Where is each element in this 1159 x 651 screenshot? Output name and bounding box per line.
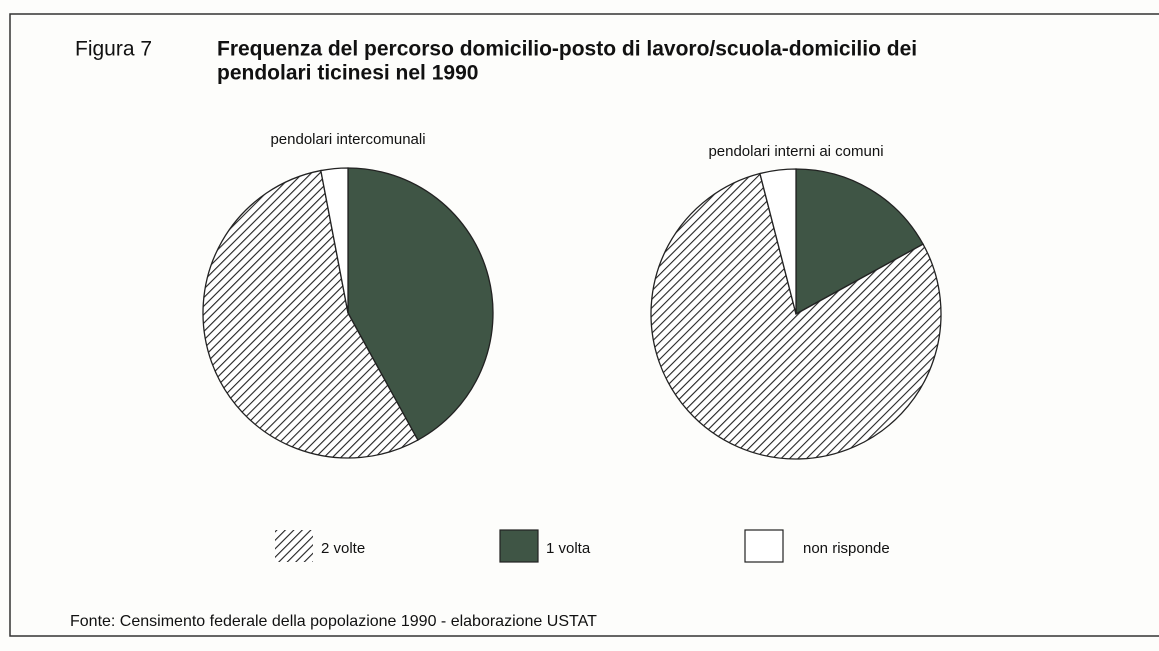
- pie-slice: [320, 167, 349, 314]
- pie-slice: [759, 168, 797, 315]
- pie-slice: [795, 168, 924, 316]
- legend-swatch: [275, 530, 313, 562]
- chart-title: Frequenza del percorso domicilio-posto d…: [217, 38, 917, 61]
- legend-label: 2 volte: [321, 540, 365, 557]
- source: Fonte: Censimento federale della popolaz…: [70, 613, 597, 630]
- pie-slice: [202, 169, 419, 459]
- figure-label: Figura 7: [75, 38, 152, 61]
- frame: [9, 13, 1159, 637]
- pie-slice: [347, 167, 494, 441]
- pie-slice: [650, 172, 942, 460]
- legend-swatch: [499, 529, 539, 563]
- chart-title: pendolari ticinesi nel 1990: [217, 62, 478, 85]
- pie-title: pendolari interni ai comuni: [708, 143, 883, 160]
- legend-label: 1 volta: [546, 540, 591, 557]
- legend-label: non risponde: [803, 540, 890, 557]
- legend-swatch: [744, 529, 784, 563]
- pie-title: pendolari intercomunali: [270, 131, 425, 148]
